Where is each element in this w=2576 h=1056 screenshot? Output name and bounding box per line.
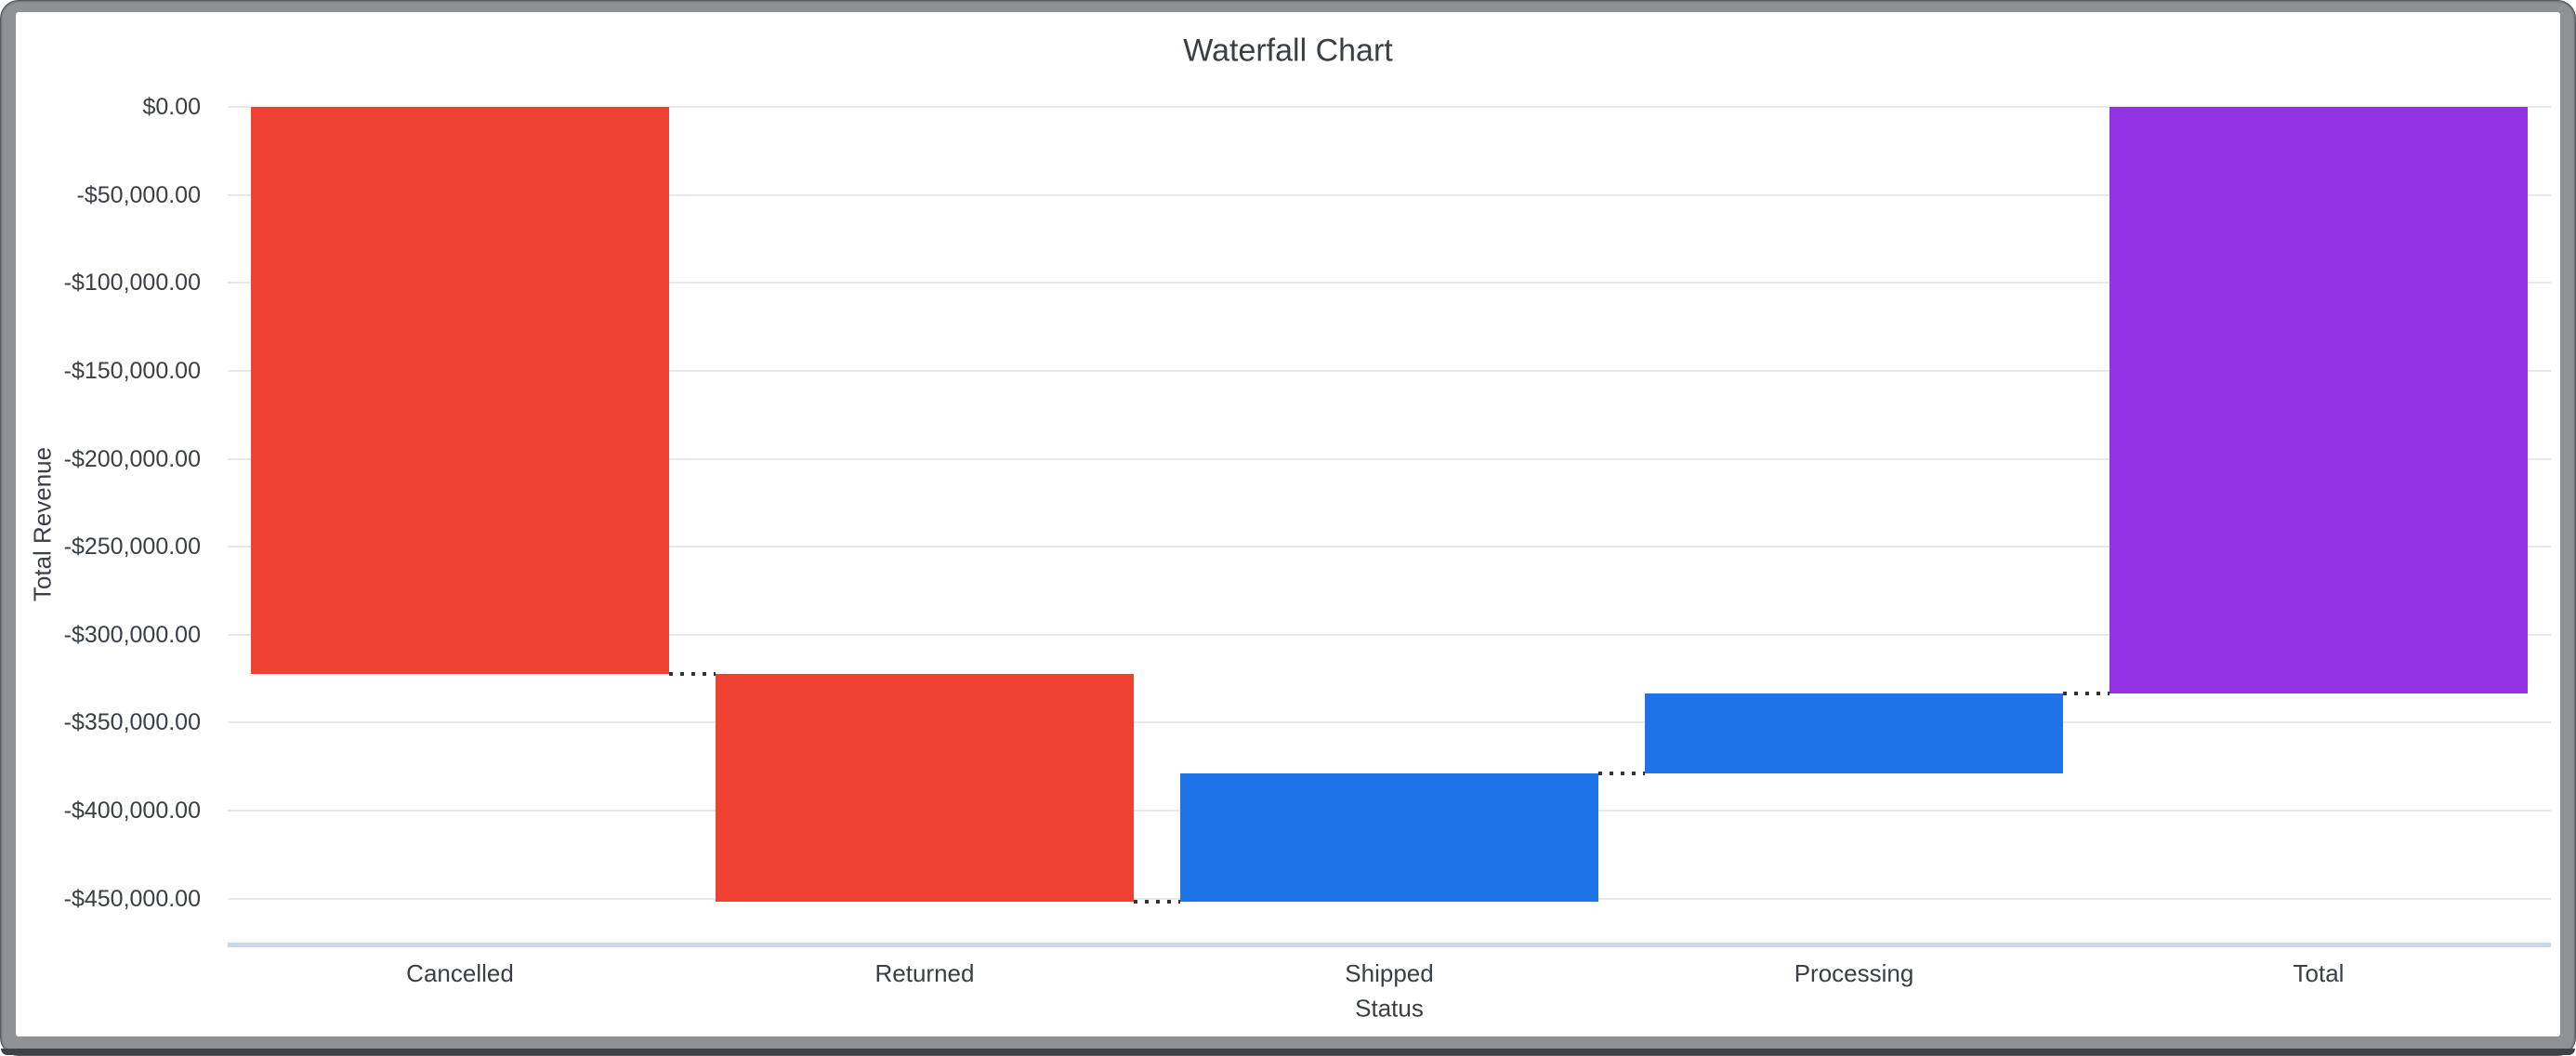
bar-returned[interactable]	[716, 674, 1134, 902]
window-frame-bottom	[1, 1049, 2575, 1055]
gridline	[228, 457, 2551, 460]
y-tick-label: -$350,000.00	[63, 709, 201, 736]
y-tick-label: $0.00	[142, 94, 201, 120]
x-tick-label: Cancelled	[406, 959, 514, 987]
bar-processing[interactable]	[1645, 693, 2063, 774]
x-tick-label: Returned	[874, 959, 975, 987]
y-tick-label: -$200,000.00	[63, 445, 201, 472]
x-tick-label: Total	[2293, 959, 2345, 987]
gridline	[228, 633, 2551, 636]
x-tick-label: Processing	[1794, 959, 1914, 987]
connector-line	[1598, 772, 1645, 776]
gridline	[228, 106, 2551, 108]
connector-line	[669, 672, 716, 677]
y-tick-label: -$300,000.00	[63, 621, 201, 648]
y-tick-label: -$250,000.00	[63, 534, 201, 561]
y-tick-label: -$450,000.00	[63, 885, 201, 912]
connector-line	[2063, 692, 2109, 696]
gridline	[228, 369, 2551, 372]
x-tick-label: Shipped	[1345, 959, 1434, 987]
gridline	[228, 721, 2551, 724]
bar-total[interactable]	[2109, 107, 2528, 694]
x-axis-baseline	[228, 943, 2551, 947]
bar-cancelled[interactable]	[251, 107, 669, 675]
y-tick-label: -$150,000.00	[63, 357, 201, 384]
y-tick-label: -$50,000.00	[76, 181, 201, 208]
gridline	[228, 282, 2551, 284]
bar-shipped[interactable]	[1180, 773, 1598, 902]
connector-line	[1134, 899, 1180, 904]
chart-title: Waterfall Chart	[1183, 33, 1393, 69]
gridline	[228, 193, 2551, 196]
x-axis-title: Status	[1355, 994, 1424, 1023]
y-tick-label: -$400,000.00	[63, 798, 201, 825]
y-tick-label: -$100,000.00	[63, 270, 201, 297]
gridline	[228, 546, 2551, 548]
